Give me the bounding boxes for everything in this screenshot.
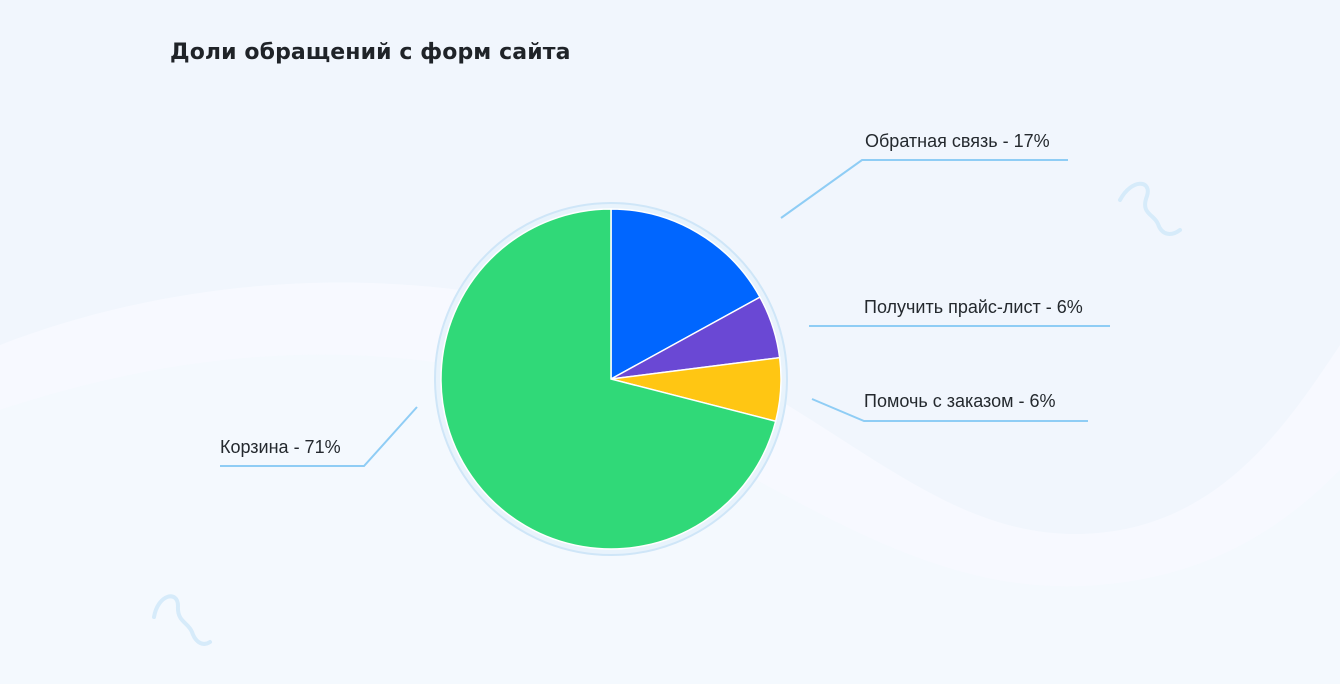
pie-slice-obratnaya-svyaz[interactable] [610,208,761,381]
leader-line-pomoch-s-zakazom [811,398,1088,422]
data-label-korzina: Корзина - 71% [220,437,341,457]
pie-slice-korzina[interactable] [440,208,777,550]
data-label-pomoch-s-zakazom: Помочь с заказом - 6% [864,391,1056,411]
squiggle-icon [1118,181,1182,236]
leader-line-korzina [220,406,418,467]
chart-title: Доли обращений с форм сайта [170,40,571,65]
pie-slices [440,208,782,550]
leader-lines [220,159,1110,467]
leader-line-obratnaya-svyaz [780,159,1068,219]
squiggle-icon [152,594,212,646]
data-label-poluchit-prays-list: Получить прайс-лист - 6% [864,297,1083,317]
data-label-obratnaya-svyaz: Обратная связь - 17% [865,131,1050,151]
